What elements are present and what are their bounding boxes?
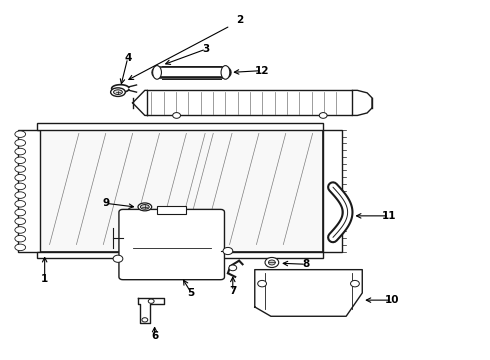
Text: 7: 7 bbox=[229, 286, 237, 296]
Circle shape bbox=[350, 280, 359, 287]
Ellipse shape bbox=[15, 140, 25, 146]
Text: 2: 2 bbox=[237, 15, 244, 26]
Circle shape bbox=[113, 255, 123, 262]
Polygon shape bbox=[147, 90, 352, 116]
Polygon shape bbox=[138, 298, 164, 323]
Bar bbox=[37, 252, 323, 258]
Bar bbox=[40, 130, 323, 252]
Ellipse shape bbox=[15, 175, 25, 181]
Circle shape bbox=[172, 113, 180, 118]
Text: 5: 5 bbox=[188, 288, 195, 298]
Ellipse shape bbox=[15, 148, 25, 155]
Text: 10: 10 bbox=[384, 295, 399, 305]
Circle shape bbox=[319, 113, 327, 118]
Bar bbox=[37, 123, 323, 130]
Circle shape bbox=[269, 260, 275, 265]
Ellipse shape bbox=[15, 192, 25, 198]
Text: 4: 4 bbox=[124, 53, 131, 63]
Text: 3: 3 bbox=[202, 44, 210, 54]
Ellipse shape bbox=[141, 204, 149, 209]
Ellipse shape bbox=[15, 166, 25, 172]
Circle shape bbox=[229, 265, 237, 271]
Text: 9: 9 bbox=[102, 198, 109, 208]
Bar bbox=[18, 130, 40, 252]
Ellipse shape bbox=[15, 157, 25, 163]
Circle shape bbox=[142, 318, 148, 322]
Polygon shape bbox=[255, 270, 362, 316]
Text: 1: 1 bbox=[41, 274, 49, 284]
Circle shape bbox=[223, 247, 233, 255]
Circle shape bbox=[258, 280, 267, 287]
Ellipse shape bbox=[15, 218, 25, 225]
Ellipse shape bbox=[15, 183, 25, 190]
FancyBboxPatch shape bbox=[119, 210, 224, 280]
Ellipse shape bbox=[114, 90, 122, 94]
Ellipse shape bbox=[15, 201, 25, 207]
Ellipse shape bbox=[15, 235, 25, 242]
Text: 12: 12 bbox=[255, 66, 270, 76]
Ellipse shape bbox=[138, 203, 152, 211]
Ellipse shape bbox=[153, 66, 161, 79]
Text: 8: 8 bbox=[302, 259, 310, 269]
Ellipse shape bbox=[15, 209, 25, 216]
Circle shape bbox=[148, 299, 154, 303]
Text: 6: 6 bbox=[151, 331, 158, 341]
Ellipse shape bbox=[15, 244, 25, 251]
Bar bbox=[157, 206, 186, 214]
Ellipse shape bbox=[15, 227, 25, 233]
Ellipse shape bbox=[221, 66, 230, 79]
Ellipse shape bbox=[111, 88, 125, 96]
Bar bbox=[323, 130, 342, 252]
Ellipse shape bbox=[15, 131, 25, 138]
Text: 11: 11 bbox=[382, 211, 396, 221]
Circle shape bbox=[265, 257, 279, 267]
